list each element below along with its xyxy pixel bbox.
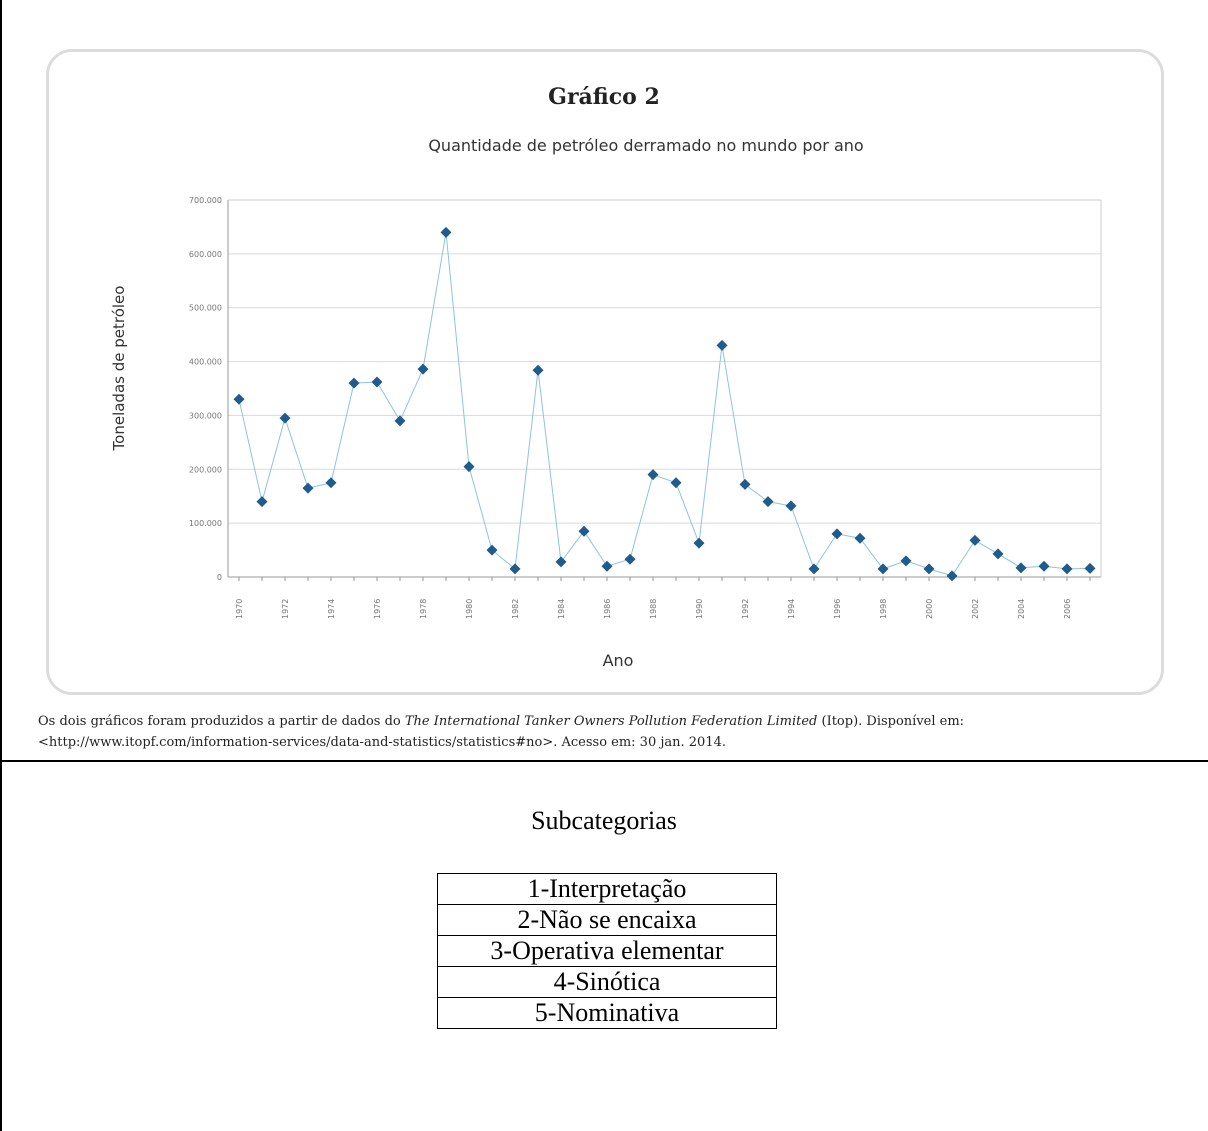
caption-text-1: Os dois gráficos foram produzidos a part…: [38, 714, 405, 729]
data-point: [693, 537, 705, 549]
data-point: [877, 563, 889, 575]
data-point: [992, 548, 1004, 560]
frame-border: [0, 0, 2, 1131]
chart-card: [46, 49, 1164, 695]
x-tick-label: 1976: [373, 599, 382, 619]
grid-lines: [228, 199, 1101, 524]
data-point: [762, 496, 774, 508]
data-point: [854, 532, 866, 544]
x-tick-label: 2002: [971, 599, 980, 619]
subcategories-title: Subcategorias: [531, 806, 677, 835]
data-point: [624, 553, 636, 565]
x-tick-label: 1988: [649, 599, 658, 619]
x-tick-label: 2004: [1017, 599, 1026, 619]
data-point: [463, 461, 475, 473]
x-tick-label: 1984: [557, 599, 566, 619]
data-point: [348, 377, 360, 389]
subcategory-item: 3-Operativa elementar: [437, 935, 777, 967]
data-point: [532, 364, 544, 376]
data-point: [578, 525, 590, 537]
data-point: [670, 477, 682, 489]
data-point: [739, 478, 751, 490]
data-point: [1015, 562, 1027, 574]
y-tick-label: 200.000: [189, 465, 222, 474]
x-tick-label: 1978: [419, 599, 428, 619]
y-tick-label: 700.000: [189, 196, 222, 205]
y-tick-label: 0: [217, 573, 222, 582]
y-tick-labels: 0 100.000 200.000 300.000 400.000 500.000 600.…: [189, 196, 222, 582]
subcategory-item: 2-Não se encaixa: [437, 904, 777, 936]
data-point: [900, 555, 912, 567]
line-chart: 0 100.000 200.000 300.000 400.000 500.000 600.…: [110, 196, 1102, 670]
x-tick-label: 1990: [695, 599, 704, 619]
data-point: [394, 415, 406, 427]
source-caption: Os dois gráficos foram produzidos a part…: [38, 711, 1198, 753]
subcategory-item: 4-Sinótica: [437, 966, 777, 998]
x-tick-labels: 1970 1972 1974 1976 1978 1980 1982 1984 1986 1988…: [235, 599, 1072, 619]
x-tick-label: 1980: [465, 599, 474, 619]
caption-link-line: <http://www.itopf.com/information-servic…: [38, 735, 726, 750]
caption-source-name: The International Tanker Owners Pollutio…: [404, 714, 818, 729]
series-oil-spill: [233, 226, 1096, 582]
data-point: [417, 363, 429, 375]
data-point: [969, 534, 981, 546]
data-point: [325, 477, 337, 489]
data-point: [555, 556, 567, 568]
data-point: [785, 500, 797, 512]
data-point: [601, 560, 613, 572]
x-tick-label: 2000: [925, 599, 934, 619]
y-tick-label: 400.000: [189, 358, 222, 367]
x-tick-label: 1974: [327, 599, 336, 619]
y-tick-label: 500.000: [189, 304, 222, 313]
y-axis-label: Toneladas de petróleo: [110, 286, 128, 452]
data-point: [440, 226, 452, 238]
caption-text-2: (Itop). Disponível em:: [817, 714, 965, 729]
data-point: [371, 376, 383, 388]
x-tick-label: 2006: [1063, 599, 1072, 619]
y-tick-label: 100.000: [189, 519, 222, 528]
x-tick-label: 1996: [833, 599, 842, 619]
x-tick-label: 1982: [511, 599, 520, 619]
subcategory-item: 5-Nominativa: [437, 997, 777, 1029]
y-tick-label: 300.000: [189, 411, 222, 420]
subcategories-table: 1-Interpretação 2-Não se encaixa 3-Opera…: [437, 873, 777, 1029]
x-tick-label: 1970: [235, 599, 244, 619]
data-point: [509, 563, 521, 575]
x-tick-label: 1998: [879, 599, 888, 619]
y-tick-label: 600.000: [189, 250, 222, 259]
data-point: [946, 570, 958, 582]
data-point: [647, 469, 659, 481]
series-line: [238, 232, 1091, 577]
x-tick-label: 1986: [603, 599, 612, 619]
chart-title: Gráfico 2: [548, 84, 660, 110]
data-point: [486, 544, 498, 556]
data-point: [279, 412, 291, 424]
axes: [227, 199, 1102, 581]
data-point: [1061, 563, 1073, 575]
chart-subtitle: Quantidade de petróleo derramado no mund…: [428, 136, 864, 155]
subcategory-item: 1-Interpretação: [437, 873, 777, 905]
data-point: [1084, 562, 1096, 574]
data-point: [831, 528, 843, 540]
data-point: [923, 563, 935, 575]
x-axis-label: Ano: [603, 651, 634, 670]
data-point: [256, 496, 268, 508]
x-tick-label: 1992: [741, 599, 750, 619]
data-point: [302, 482, 314, 494]
x-tick-label: 1994: [787, 599, 796, 619]
data-point: [808, 563, 820, 575]
section-divider: [0, 760, 1208, 762]
data-point: [716, 339, 728, 351]
data-point: [1038, 560, 1050, 572]
data-point: [233, 393, 245, 405]
x-tick-label: 1972: [281, 599, 290, 619]
